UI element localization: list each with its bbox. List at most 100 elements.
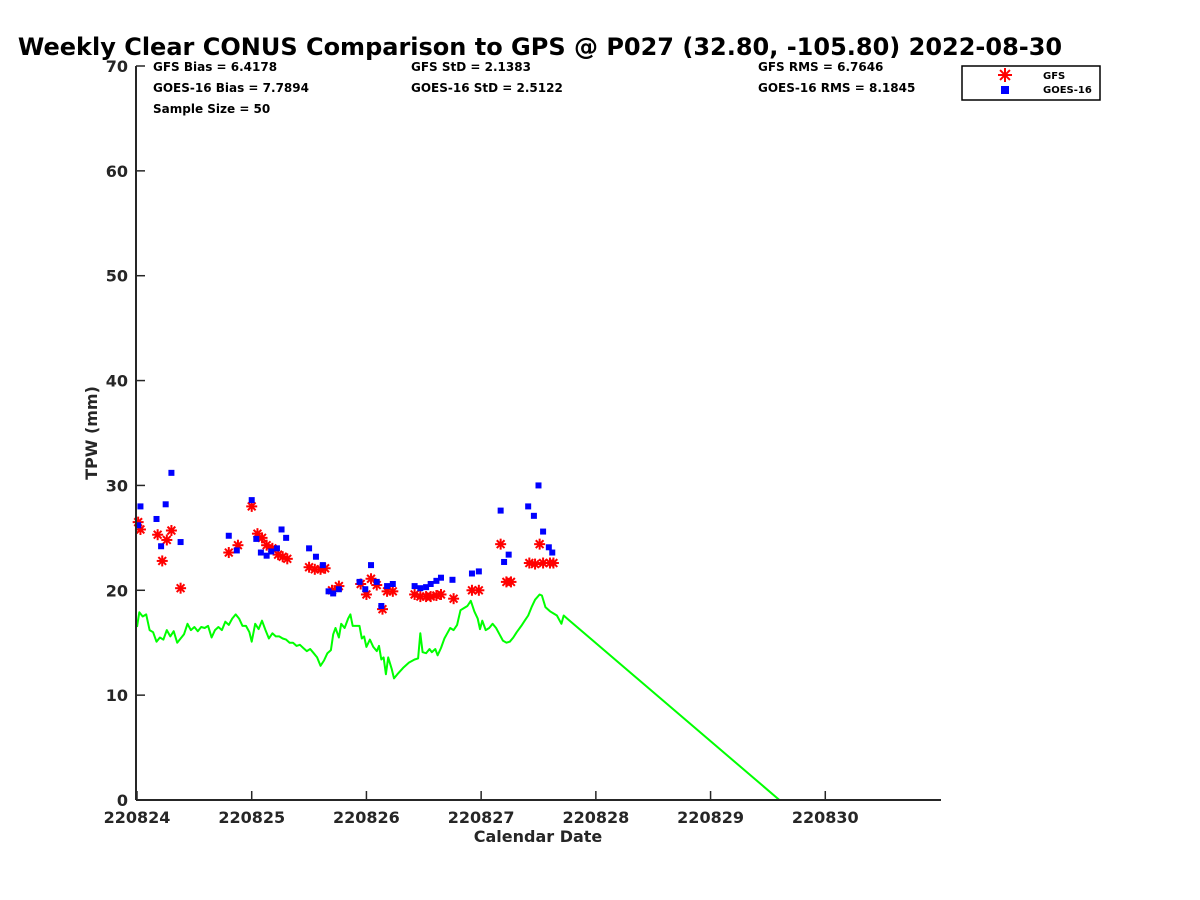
chart-title: Weekly Clear CONUS Comparison to GPS @ P… (18, 33, 1062, 61)
goes16-point (433, 577, 440, 584)
legend-gfs-asterisk-icon (998, 68, 1012, 82)
x-tick-label: 220830 (792, 808, 859, 827)
stat-gfs-bias: GFS Bias = 6.4178 (153, 60, 277, 74)
legend-label-goes16: GOES-16 (1043, 85, 1092, 96)
gfs-point (529, 558, 541, 570)
goes16-point (335, 586, 342, 593)
goes16-point (225, 532, 232, 539)
legend-label-gfs: GFS (1043, 71, 1065, 82)
y-ticks: 0 10 20 30 40 50 60 70 (106, 57, 145, 810)
x-tick-label: 220828 (562, 808, 629, 827)
goes16-point (362, 586, 369, 593)
y-tick-label: 0 (117, 791, 128, 810)
gfs-point (152, 529, 164, 541)
goes16-point (233, 547, 240, 554)
goes16-point (549, 549, 556, 556)
gfs-point (175, 582, 187, 594)
goes16-point (437, 574, 444, 581)
axes (135, 66, 941, 801)
goes16-series-layer (135, 469, 556, 610)
x-tick-label: 220825 (218, 808, 285, 827)
gfs-point (435, 588, 447, 600)
legend-gfs-asterisk-shape (998, 68, 1012, 82)
goes16-point (253, 535, 260, 542)
y-tick-label: 50 (106, 267, 128, 286)
y-tick-label: 40 (106, 372, 128, 391)
goes16-point (545, 544, 552, 551)
legend-goes16-square-icon (1001, 86, 1009, 94)
goes16-point (263, 552, 270, 559)
gfs-series-layer (132, 500, 559, 615)
gfs-point (473, 584, 485, 596)
goes16-point (389, 580, 396, 587)
gfs-point (495, 538, 507, 550)
goes16-point (153, 515, 160, 522)
goes16-point (427, 580, 434, 587)
goes16-point (177, 539, 184, 546)
goes16-point (168, 469, 175, 476)
x-tick-label: 220827 (448, 808, 515, 827)
goes16-point (306, 545, 313, 552)
goes16-point (540, 528, 547, 535)
goes16-point (158, 543, 165, 550)
goes16-point (312, 553, 319, 560)
gfs-point (534, 538, 546, 550)
stat-sample-size: Sample Size = 50 (153, 102, 270, 116)
gfs-point (246, 500, 258, 512)
legend: GFS GOES-16 (961, 65, 1101, 101)
goes16-point (137, 503, 144, 510)
gfs-point (223, 547, 235, 559)
goes16-point (497, 507, 504, 514)
goes16-point (475, 568, 482, 575)
goes16-point (356, 578, 363, 585)
goes16-point (268, 548, 275, 555)
y-tick-label: 60 (106, 162, 128, 181)
gfs-point (387, 585, 399, 597)
y-tick-label: 10 (106, 686, 128, 705)
stat-gfs-rms: GFS RMS = 6.7646 (758, 60, 883, 74)
gps-series-line (136, 593, 781, 801)
goes16-point (525, 503, 532, 510)
legend-box (961, 65, 1101, 101)
goes16-point (135, 522, 142, 529)
goes16-point (417, 585, 424, 592)
gfs-point (505, 576, 517, 588)
goes16-point (423, 584, 430, 591)
y-tick-label: 30 (106, 476, 128, 495)
goes16-point (501, 558, 508, 565)
y-tick-label: 20 (106, 581, 128, 600)
stats-panel: GFS Bias = 6.4178 GOES-16 Bias = 7.7894 … (153, 60, 915, 116)
goes16-point (330, 590, 337, 597)
gps-series-layer (136, 593, 781, 801)
stat-goes16-bias: GOES-16 Bias = 7.7894 (153, 81, 309, 95)
goes16-point (530, 512, 537, 519)
stat-goes16-rms: GOES-16 RMS = 8.1845 (758, 81, 915, 95)
x-tick-label: 220824 (104, 808, 171, 827)
gfs-point (256, 532, 268, 544)
goes16-point (378, 603, 385, 610)
gfs-point (161, 534, 173, 546)
goes16-point (273, 545, 280, 552)
gfs-point (165, 525, 177, 537)
goes16-point (248, 497, 255, 504)
x-tick-label: 220829 (677, 808, 744, 827)
gfs-point (156, 555, 168, 567)
x-tick-label: 220826 (333, 808, 400, 827)
stat-gfs-std: GFS StD = 2.1383 (411, 60, 531, 74)
goes16-point (278, 526, 285, 533)
gfs-point (281, 553, 293, 565)
goes16-point (505, 551, 512, 558)
y-tick-label: 70 (106, 57, 128, 76)
stat-goes16-std: GOES-16 StD = 2.5122 (411, 81, 563, 95)
goes16-point (162, 501, 169, 508)
goes16-point (325, 588, 332, 595)
goes16-point (411, 583, 418, 590)
y-axis-title: TPW (mm) (82, 386, 101, 480)
goes16-point (535, 482, 542, 489)
goes16-point (257, 549, 264, 556)
goes16-point (468, 570, 475, 577)
x-axis-title: Calendar Date (474, 827, 603, 846)
goes16-point (373, 578, 380, 585)
gfs-point (547, 557, 559, 569)
